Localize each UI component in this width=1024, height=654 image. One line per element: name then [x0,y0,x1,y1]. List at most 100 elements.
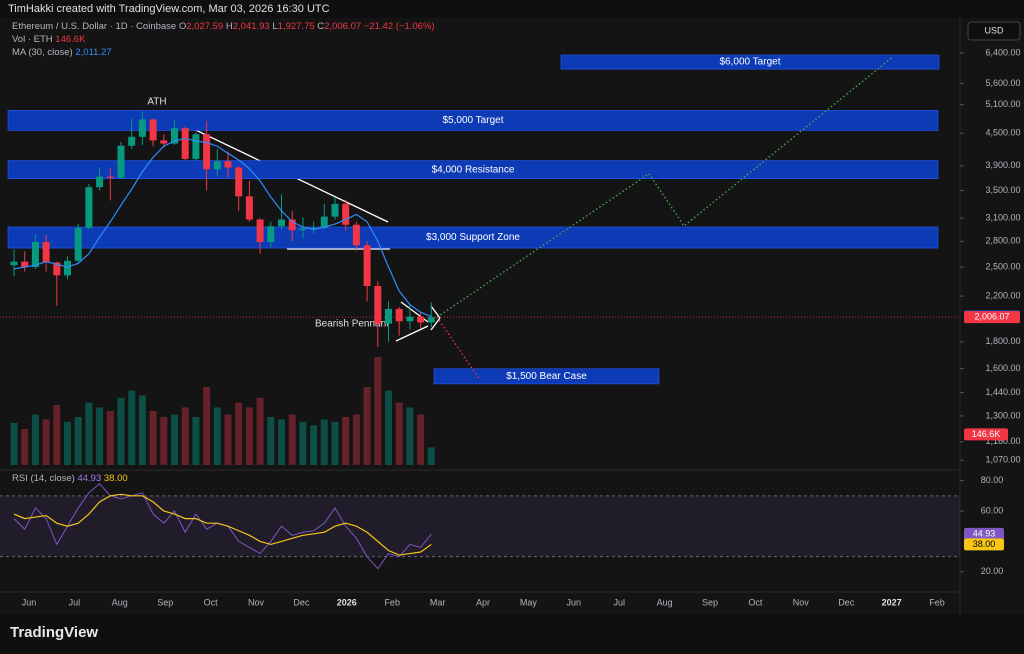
candle-body [117,145,125,178]
volume-bar [10,423,18,465]
y-tick-label: 1,600.00 [985,363,1020,373]
x-tick-label: Dec [293,597,310,607]
y-tick-label: 1,070.00 [985,455,1020,465]
pennant-line [430,305,441,319]
candle-body [85,187,93,228]
volume-badge [964,428,1008,441]
candle-body [181,128,189,159]
ohlc: O2,027.59 H2,041.93 L1,927.75 C2,006.07 [179,21,364,32]
x-tick-label: Feb [384,597,400,607]
candle-body [395,308,403,322]
candle-body [278,219,285,227]
rsi-ma-value: 38.00 [103,473,128,484]
y-tick-label: 3,900.00 [985,160,1020,170]
y-tick-label: 1,440.00 [985,387,1020,397]
x-tick-label: Jul [613,597,625,607]
volume-bar [53,405,61,465]
volume-bar [74,417,82,465]
x-tick-label: Dec [838,597,855,607]
symbol: Ethereum / U.S. Dollar · 1D · Coinbase [12,21,177,32]
pennant-line [395,325,429,342]
zone-label: $4,000 Resistance [432,164,515,175]
candle-body [213,161,221,170]
zone [433,368,660,385]
candle-body [149,119,157,141]
candle-body [106,176,114,178]
currency: USD [984,25,1004,35]
candle-body [10,261,18,266]
legend-rsi: RSI (14, close) 44.93 38.00 [12,473,128,484]
x-tick-label: Aug [657,597,673,607]
volume-bar [224,414,232,465]
volume-value: 146.6K [55,34,86,45]
y-tick-label: 5,600.00 [985,78,1020,88]
volume-badge-label: 146.6K [972,429,1001,439]
x-tick-label: Aug [112,597,128,607]
legend-ma: MA (30, close) 2,011.27 [12,47,112,58]
y-tick-label: 1,160.00 [985,436,1020,446]
pennant-line [430,317,441,331]
projection-down [436,316,481,381]
candle-body [299,228,307,231]
candle-body [128,136,136,146]
volume-bar [117,397,125,465]
volume-bar [171,414,178,465]
volume-bar [320,419,328,465]
candle-body [96,176,104,188]
ohlc-value: 1,927.75 [277,21,315,32]
zone-label: $6,000 Target [720,57,781,68]
rsi-badge [964,538,1004,551]
volume-bar [278,419,285,465]
rsi-badge [964,527,1004,540]
y-tick-label: 6,400.00 [985,47,1020,57]
x-tick-label: Jun [567,597,582,607]
annotation: ATH [147,97,166,108]
candle-body [192,134,200,159]
rsi-ma-line [13,493,432,556]
x-tick-label: Feb [929,597,945,607]
candle-body [363,245,371,287]
zone-label: $5,000 Target [443,115,504,126]
volume-bar [64,421,71,465]
candle-body [417,316,425,323]
x-tick-label: 2026 [337,597,357,607]
volume-bar [21,429,29,465]
zone [7,110,939,131]
candle-body [203,134,211,170]
zone-label: $3,000 Support Zone [426,232,520,243]
x-tick-label: Jul [69,597,81,607]
ohlc-key: L [272,21,278,32]
currency-box[interactable] [967,21,1021,41]
rsi-tick-label: 60.00 [981,505,1004,515]
volume-bar [288,414,296,465]
x-tick-label: Nov [793,597,810,607]
candle-body [288,219,296,231]
volume-bar [342,417,350,465]
ohlc-value: 2,041.93 [232,21,270,32]
y-tick-label: 4,500.00 [985,128,1020,138]
volume-bar [385,390,392,465]
annotation: Bearish Pennant [315,319,389,330]
candle-body [427,317,435,323]
candle-body [256,219,264,243]
y-tick-label: 1,800.00 [985,336,1020,346]
candle-body [331,203,339,217]
volume-bar [106,411,114,465]
x-tick-label: 2027 [882,597,902,607]
volume-bar [256,397,264,465]
zone [7,226,939,249]
volume-bar [85,402,93,465]
volume-bar [42,419,50,465]
candle-body [21,261,29,268]
volume-bar [149,411,157,465]
volume-bar [128,390,136,465]
candle-body [385,308,392,324]
rsi-badge-label: 38.00 [973,539,996,549]
y-tick-label: 3,100.00 [985,212,1020,222]
footer-logo[interactable]: TradingView [10,624,99,641]
y-tick-label: 2,200.00 [985,291,1020,301]
ma-line [13,137,432,318]
volume-bar [310,425,318,465]
